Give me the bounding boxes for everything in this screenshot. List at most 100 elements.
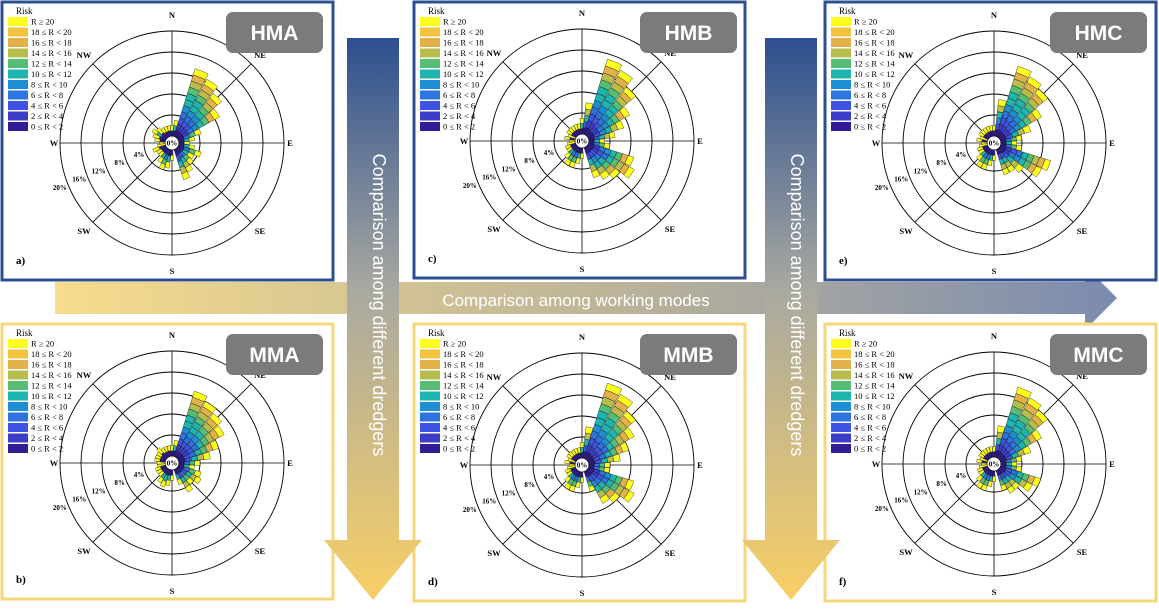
ring-label: 4% (134, 151, 145, 159)
grid-spoke (502, 385, 578, 461)
rose-bar-segment (976, 153, 984, 161)
rose-bar-segment (157, 156, 164, 164)
rose-bar-segment (1011, 481, 1020, 490)
rose-bar-segment (1015, 466, 1023, 473)
rose-bar-segment (978, 452, 985, 459)
dredgers-arrow-left-label: Comparison among different dredgers (369, 154, 389, 457)
legend-swatch (8, 391, 28, 401)
rose-bar-segment (985, 447, 991, 454)
direction-label-ne: NE (254, 50, 266, 60)
rose-bar-segment (985, 126, 991, 133)
legend-swatch (8, 90, 28, 100)
direction-label-sw: SW (77, 226, 91, 236)
rose-bar-segment (184, 141, 190, 145)
rose-bar-segment (1015, 455, 1023, 462)
mode-tag-label: MMA (249, 344, 299, 367)
rose-bar-segment (622, 410, 637, 425)
legend-label: 12 ≤ R < 14 (443, 381, 484, 391)
rose-bar-segment (186, 477, 194, 485)
ring-label: 12% (914, 488, 928, 496)
legend-label: 18 ≤ R < 20 (443, 349, 484, 359)
rose-bar-segment (978, 131, 985, 138)
rose-bar-segment (977, 146, 984, 152)
legend-label: 16 ≤ R < 18 (31, 38, 72, 48)
legend-swatch (420, 412, 440, 422)
rose-bar-segment (612, 453, 621, 462)
rose-bar-segment (976, 137, 983, 142)
rose-bar-segment (564, 158, 572, 166)
ring-label: 4% (956, 472, 967, 480)
direction-label-n: N (169, 10, 176, 20)
rose-bar-segment (579, 442, 585, 448)
direction-label-w: W (50, 138, 59, 148)
grid-spoke (502, 469, 578, 545)
legend-label: 2 ≤ R < 4 (443, 433, 476, 443)
legend-label: 0 ≤ R < 2 (854, 122, 886, 132)
center-label: 0% (989, 140, 1000, 148)
rose-bar-segment (603, 467, 611, 474)
legend-swatch (831, 38, 851, 47)
rose-bar-segment (976, 160, 984, 168)
legend-label: 4 ≤ R < 6 (31, 101, 63, 111)
legend-label: 14 ≤ R < 16 (854, 48, 895, 58)
rose-bar-segment (599, 138, 605, 144)
legend-swatch (8, 423, 28, 432)
legend-swatch (420, 48, 440, 58)
rose-bar-segment (564, 459, 571, 464)
legend-swatch (8, 122, 28, 131)
rose-bar-segment (997, 99, 1007, 108)
legend-title: Risk (428, 328, 445, 338)
rose-bar-segment (193, 128, 202, 136)
rose-bar-segment (976, 474, 984, 482)
direction-label-e: E (1109, 138, 1115, 148)
rose-bar-segment (579, 118, 585, 124)
legend-swatch (8, 444, 28, 453)
rose-bar-segment (987, 159, 993, 166)
legend-label: 0 ≤ R < 2 (443, 444, 475, 454)
panel-letter: e) (839, 255, 848, 267)
mode-tag-box (1050, 334, 1147, 375)
mode-tag-label: MMB (663, 344, 713, 367)
rose-bar-segment (1014, 163, 1024, 173)
legend-label: 0 ≤ R < 2 (31, 444, 63, 454)
mode-tag-box (226, 12, 323, 53)
legend-label: 4 ≤ R < 6 (854, 423, 886, 433)
rose-bar-segment (160, 127, 167, 134)
center-label: 0% (167, 140, 178, 148)
rose-bar-segment (997, 425, 1006, 434)
rose-bar-segment (982, 127, 989, 134)
legend-swatch (8, 433, 28, 443)
panel-letter: c) (428, 253, 437, 265)
legend-label: 14 ≤ R < 16 (443, 48, 484, 58)
legend-label: R ≥ 20 (854, 17, 877, 27)
rose-bar-segment (617, 70, 633, 84)
rose-bar-segment (155, 454, 162, 460)
direction-label-sw: SW (487, 224, 501, 234)
mode-tag-label: HMB (665, 22, 713, 45)
rose-bar-segment (209, 108, 220, 121)
direction-label-s: S (170, 266, 175, 276)
legend-label: 2 ≤ R < 4 (443, 111, 476, 121)
ring-label: 8% (114, 159, 125, 167)
rose-bar-segment (166, 125, 171, 132)
legend-swatch (8, 360, 28, 369)
legend-swatch (420, 59, 440, 68)
legend-label: 14 ≤ R < 16 (443, 370, 484, 380)
rose-bar-segment (155, 466, 162, 472)
rose-bar-segment (591, 169, 601, 178)
rose-bar-segment (622, 86, 637, 101)
direction-label-se: SE (1077, 226, 1088, 236)
legend-label: R ≥ 20 (854, 339, 877, 349)
direction-label-e: E (697, 136, 703, 146)
legend-swatch (8, 48, 28, 58)
rose-bar-segment (599, 494, 610, 504)
rose-bar-segment (176, 478, 183, 485)
rose-bar-segment (573, 448, 579, 455)
legend-swatch (831, 381, 851, 390)
direction-label-nw: NW (77, 50, 92, 60)
rose-bar-segment (194, 460, 201, 466)
grid-spoke (92, 147, 168, 223)
legend-swatch (831, 402, 851, 411)
